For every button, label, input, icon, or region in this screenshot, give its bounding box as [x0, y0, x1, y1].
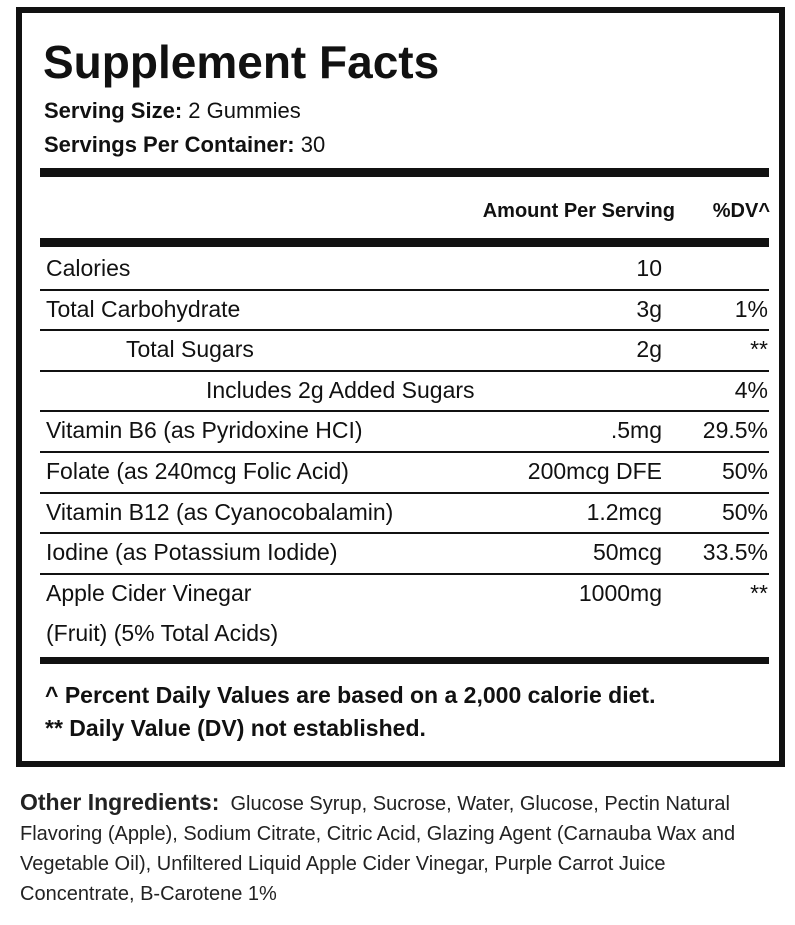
footnote: ^ Percent Daily Values are based on a 2,… — [45, 682, 656, 708]
amount: 1.2mcg — [586, 498, 662, 525]
title: Supplement Facts — [43, 36, 440, 88]
row-divider — [40, 572, 769, 575]
daily-value: 29.5% — [702, 417, 768, 444]
nutrient-name: Iodine (as Potassium Iodide) — [46, 539, 338, 566]
amount: 10 — [636, 255, 662, 281]
serving-size-value: 2 Gummies — [188, 98, 301, 123]
row-divider — [40, 532, 769, 535]
label-box — [16, 7, 785, 767]
nutrient-name: Calories — [46, 255, 131, 281]
nutrient-name: Includes 2g Added Sugars — [206, 376, 475, 403]
other-ingredients-text: Glucose Syrup, Sucrose, Water, Glucose, … — [20, 793, 736, 905]
serving-size-label: Serving Size: — [44, 98, 183, 123]
nutrient-name: Total Sugars — [126, 336, 254, 363]
divider — [40, 657, 769, 664]
nutrient-name-note: (Fruit) (5% Total Acids) — [46, 619, 279, 646]
amount: 3g — [636, 295, 662, 322]
amount: 50mcg — [592, 539, 662, 566]
amount: 200mcg DFE — [527, 458, 662, 484]
dv-header: %DV^ — [712, 200, 770, 222]
row-divider — [40, 410, 769, 413]
other-ingredients-label: Other Ingredients: — [20, 789, 220, 815]
nutrient-name: Total Carbohydrate — [46, 295, 241, 322]
daily-value: ** — [750, 579, 768, 606]
row-divider — [40, 491, 769, 494]
divider — [40, 168, 769, 177]
row-divider — [40, 288, 769, 291]
daily-value: 4% — [734, 376, 768, 403]
divider — [40, 238, 769, 247]
daily-value: 50% — [721, 498, 768, 525]
amount: 1000mg — [578, 579, 662, 606]
serving-size: Serving Size: 2 Gummies — [44, 97, 301, 125]
servings-value: 30 — [300, 132, 326, 157]
nutrient-name: Vitamin B12 (as Cyanocobalamin) — [46, 498, 394, 525]
amount-header: Amount Per Serving — [482, 200, 675, 222]
servings-per-container: Servings Per Container: 30 — [44, 131, 325, 159]
daily-value: 50% — [721, 458, 768, 484]
servings-label: Servings Per Container: — [44, 132, 295, 157]
daily-value: ** — [750, 336, 768, 363]
nutrient-name: Vitamin B6 (as Pyridoxine HCI) — [46, 417, 363, 444]
amount: 2g — [636, 336, 662, 363]
daily-value: 33.5% — [702, 539, 768, 566]
daily-value: 1% — [734, 295, 768, 322]
row-divider — [40, 329, 769, 332]
footnote: ** Daily Value (DV) not established. — [45, 715, 426, 741]
amount: .5mg — [610, 417, 662, 444]
nutrient-name: Apple Cider Vinegar — [46, 579, 252, 606]
row-divider — [40, 451, 769, 453]
row-divider — [40, 369, 769, 372]
nutrient-name: Folate (as 240mcg Folic Acid) — [46, 458, 349, 484]
other-ingredients: Other Ingredients: Glucose Syrup, Sucros… — [20, 787, 780, 909]
